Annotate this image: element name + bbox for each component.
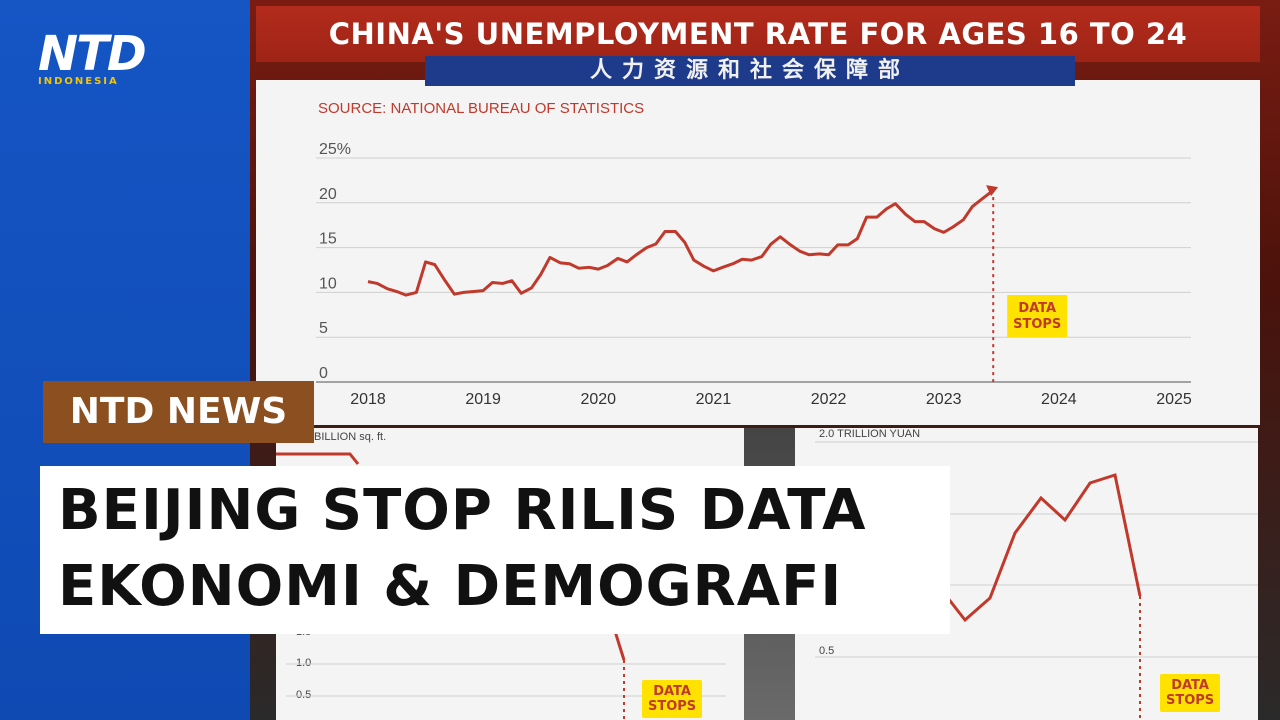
retail-line	[915, 473, 1142, 623]
chart-headline: CHINA'S UNEMPLOYMENT RATE FOR AGES 16 TO…	[328, 17, 1188, 51]
x-tick-label: 2021	[696, 391, 732, 408]
lower-third-title-box: BEIJING STOP RILIS DATA EKONOMI & DEMOGR…	[40, 466, 950, 634]
retail-chart-lines	[815, 441, 1258, 720]
floor-space-tick-0-5: 0.5	[296, 689, 312, 701]
floor-space-data-stops-badge: DATA STOPS	[642, 680, 703, 718]
logo-subtitle: INDONESIA	[38, 76, 119, 87]
x-tick-label: 2024	[1041, 391, 1077, 408]
title-line-2: EKONOMI & DEMOGRAFI	[58, 554, 843, 619]
series-arrowhead	[986, 185, 999, 197]
x-tick-label: 2018	[350, 391, 386, 408]
title-line-1: BEIJING STOP RILIS DATA	[58, 478, 867, 543]
ntd-logo: NTD INDONESIA	[38, 30, 148, 87]
y-tick-label: 25%	[319, 141, 351, 158]
y-tick-label: 5	[319, 320, 328, 337]
unemployment-series-line	[367, 189, 993, 297]
chart-source: SOURCE: NATIONAL BUREAU OF STATISTICS	[318, 100, 645, 117]
retail-data-stops-badge: DATA STOPS	[1160, 674, 1221, 712]
data-stops-text: DATA	[1018, 301, 1056, 316]
retail-axis-label: 2.0 TRILLION YUAN	[819, 428, 921, 440]
floor-space-chart-lines	[276, 452, 726, 720]
logo-text: NTD	[38, 26, 147, 82]
unemployment-chart: 25% 20 15 10 5 0 2018 2019 2020 2021 2022 2023 2024 2…	[316, 141, 1192, 408]
news-tag: NTD NEWS	[43, 381, 314, 443]
main-chart-panel	[256, 80, 1260, 425]
x-tick-label: 2019	[465, 391, 501, 408]
y-tick-label: 20	[319, 186, 337, 203]
x-tick-label: 2025	[1156, 391, 1192, 408]
floor-space-line	[276, 452, 360, 465]
headline-bar: CHINA'S UNEMPLOYMENT RATE FOR AGES 16 TO…	[256, 6, 1260, 62]
y-tick-label: 0	[319, 365, 328, 382]
x-tick-label: 2023	[926, 391, 962, 408]
x-tick-label: 2022	[811, 391, 847, 408]
x-tick-label: 2020	[580, 391, 616, 408]
y-tick-label: 15	[319, 231, 337, 248]
y-tick-label: 10	[319, 275, 337, 292]
data-stops-text: STOPS	[1013, 317, 1061, 332]
floor-space-axis-label: BILLION sq. ft.	[314, 431, 387, 443]
retail-tick-0-5: 0.5	[819, 645, 835, 657]
floor-space-tick-1-0: 1.0	[296, 657, 312, 669]
data-stops-badge	[1007, 295, 1068, 337]
backdrop-banner: 人力资源和社会保障部	[425, 56, 1075, 86]
